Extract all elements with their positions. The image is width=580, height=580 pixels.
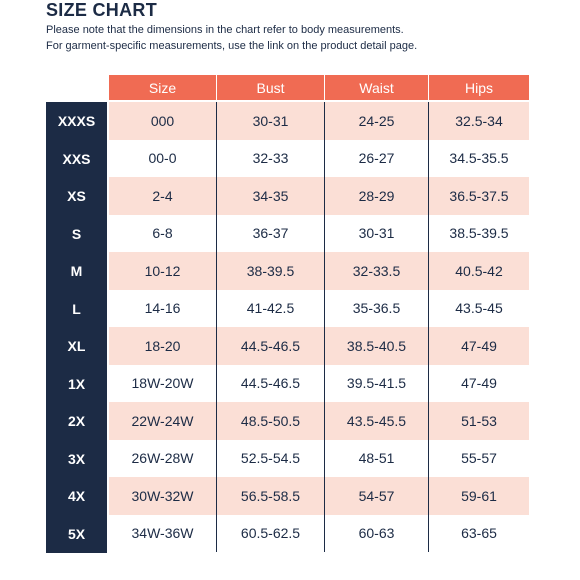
bust-cell: 44.5-46.5	[216, 327, 324, 365]
table-row: 30W-32W 56.5-58.5 54-57 59-61	[109, 477, 529, 515]
hips-cell: 34.5-35.5	[428, 139, 529, 177]
waist-cell: 39.5-41.5	[324, 364, 428, 402]
size-label: S	[71, 225, 82, 242]
size-label: XXXS	[57, 113, 96, 129]
hips-cell: 36.5-37.5	[428, 177, 529, 215]
size-label: XL	[67, 338, 86, 354]
size-label: L	[72, 300, 81, 317]
header-size: Size	[109, 75, 216, 100]
bust-cell: 34-35	[216, 177, 324, 215]
hips-cell: 38.5-39.5	[428, 214, 529, 252]
waist-cell: 43.5-45.5	[324, 402, 428, 440]
note-line-2: For garment-specific measurements, use t…	[46, 40, 418, 52]
table-row: 34W-36W 60.5-62.5 60-63 63-65	[109, 514, 529, 552]
size-label: 2X	[67, 413, 86, 429]
hips-cell: 47-49	[428, 364, 529, 402]
waist-cell: 32-33.5	[324, 252, 428, 290]
hips-cell: 59-61	[428, 477, 529, 515]
size-label: 5X	[67, 525, 86, 542]
size-cell: 22W-24W	[131, 412, 194, 429]
size-label: 1X	[67, 375, 86, 392]
size-label: XS	[67, 188, 86, 204]
bust-cell: 56.5-58.5	[216, 477, 324, 515]
waist-cell: 38.5-40.5	[324, 327, 428, 365]
hips-cell: 63-65	[428, 514, 529, 552]
waist-cell: 48-51	[324, 439, 428, 477]
hips-cell: 43.5-45	[428, 289, 529, 327]
size-chart-title: SIZE CHART	[46, 0, 157, 20]
hips-cell: 32.5-34	[428, 102, 529, 140]
table-row: 000 30-31 24-25 32.5-34	[109, 102, 529, 140]
waist-cell: 26-27	[324, 139, 428, 177]
hips-cell: 47-49	[428, 327, 529, 365]
header-bust: Bust	[216, 75, 324, 100]
table-row: 14-16 41-42.5 35-36.5 43.5-45	[109, 289, 529, 327]
size-cell: 2-4	[152, 187, 173, 204]
hips-cell: 51-53	[428, 402, 529, 440]
bust-cell: 60.5-62.5	[216, 514, 324, 552]
waist-cell: 35-36.5	[324, 289, 428, 327]
size-label: M	[70, 263, 83, 279]
waist-cell: 28-29	[324, 177, 428, 215]
size-cell: 14-16	[144, 300, 181, 317]
size-cell: 18W-20W	[131, 375, 194, 392]
size-table-body: 000 30-31 24-25 32.5-34 00-0 32-33 26-27…	[109, 102, 529, 553]
table-row: 6-8 36-37 30-31 38.5-39.5	[109, 214, 529, 252]
table-row: 26W-28W 52.5-54.5 48-51 55-57	[109, 439, 529, 477]
size-cell: 18-20	[144, 337, 181, 354]
hips-cell: 55-57	[428, 439, 529, 477]
table-row: 22W-24W 48.5-50.5 43.5-45.5 51-53	[109, 402, 529, 440]
table-row: 18-20 44.5-46.5 38.5-40.5 47-49	[109, 327, 529, 365]
size-cell: 00-0	[148, 150, 177, 167]
table-row: 00-0 32-33 26-27 34.5-35.5	[109, 139, 529, 177]
header-waist: Waist	[324, 75, 428, 100]
bust-cell: 41-42.5	[216, 289, 324, 327]
waist-cell: 24-25	[324, 102, 428, 140]
bust-cell: 38-39.5	[216, 252, 324, 290]
hips-cell: 40.5-42	[428, 252, 529, 290]
size-cell: 26W-28W	[131, 450, 194, 467]
size-label-column: XXXS XXS XS S M L XL 1X 2X 3X 4X 5X	[46, 102, 107, 553]
size-cell: 000	[150, 112, 175, 129]
table-row: 2-4 34-35 28-29 36.5-37.5	[109, 177, 529, 215]
table-header: Size Bust Waist Hips	[109, 75, 529, 100]
waist-cell: 54-57	[324, 477, 428, 515]
bust-cell: 32-33	[216, 139, 324, 177]
bust-cell: 52.5-54.5	[216, 439, 324, 477]
size-cell: 30W-32W	[131, 487, 194, 504]
bust-cell: 48.5-50.5	[216, 402, 324, 440]
size-label: XXS	[62, 150, 91, 167]
bust-cell: 30-31	[216, 102, 324, 140]
waist-cell: 30-31	[324, 214, 428, 252]
header-hips: Hips	[428, 75, 529, 100]
waist-cell: 60-63	[324, 514, 428, 552]
size-label: 3X	[67, 450, 86, 467]
size-cell: 6-8	[152, 225, 173, 242]
size-cell: 34W-36W	[131, 525, 194, 542]
bust-cell: 36-37	[216, 214, 324, 252]
size-cell: 10-12	[144, 262, 181, 279]
note-line-1: Please note that the dimensions in the c…	[46, 24, 404, 36]
table-row: 10-12 38-39.5 32-33.5 40.5-42	[109, 252, 529, 290]
table-row: 18W-20W 44.5-46.5 39.5-41.5 47-49	[109, 364, 529, 402]
size-label: 4X	[67, 488, 86, 504]
bust-cell: 44.5-46.5	[216, 364, 324, 402]
